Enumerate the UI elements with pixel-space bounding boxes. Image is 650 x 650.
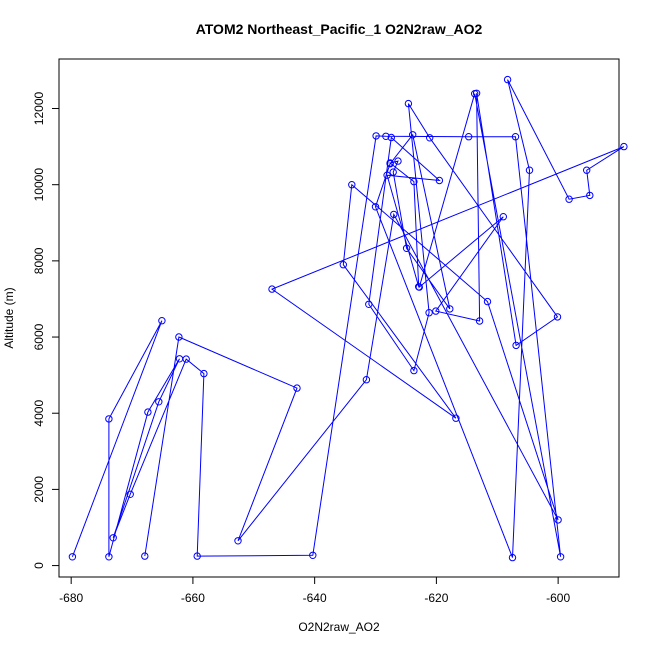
- data-point: [371, 203, 380, 211]
- data-point: [620, 142, 628, 151]
- x-tick-label: -660: [181, 591, 205, 605]
- y-tick-label: 8000: [32, 247, 46, 274]
- data-point: [68, 553, 77, 561]
- data-point: [182, 355, 190, 363]
- data-point: [499, 213, 507, 221]
- series-line: [71, 79, 625, 558]
- data-point: [503, 75, 512, 84]
- data-point: [126, 490, 134, 498]
- x-axis-label: O2N2raw_AO2: [298, 620, 380, 634]
- data-point: [268, 285, 276, 293]
- y-tick-label: 10000: [32, 168, 46, 202]
- data-point: [475, 317, 484, 325]
- data-point: [426, 134, 434, 142]
- data-point: [432, 307, 440, 315]
- x-tick-label: -640: [303, 591, 327, 605]
- data-point: [382, 132, 390, 141]
- data-point: [409, 131, 417, 139]
- y-axis: 0 2000 4000 6000 8000 10000 12000: [32, 92, 60, 569]
- y-tick-label: 0: [32, 562, 46, 569]
- x-tick-label: -680: [59, 591, 83, 605]
- y-tick-label: 2000: [32, 476, 46, 503]
- data-point: [446, 305, 454, 313]
- data-point: [472, 89, 481, 98]
- data-point: [465, 133, 473, 141]
- data-point: [309, 551, 317, 559]
- data-point: [415, 283, 423, 291]
- data-point: [155, 398, 163, 406]
- data-point: [553, 313, 562, 321]
- data-point: [512, 341, 520, 350]
- data-point: [525, 166, 534, 174]
- data-point: [394, 157, 402, 165]
- data-point: [386, 160, 394, 168]
- data-point: [452, 414, 460, 422]
- data-point: [339, 261, 347, 269]
- data-point: [387, 133, 395, 142]
- data-point: [583, 166, 591, 174]
- data-point: [372, 132, 380, 140]
- data-point: [410, 177, 418, 186]
- y-axis-label: Altitude (m): [2, 287, 16, 348]
- data-point: [383, 171, 391, 179]
- data-point: [554, 516, 562, 524]
- data-point: [389, 168, 397, 176]
- y-tick-label: 4000: [32, 400, 46, 427]
- data-point: [402, 244, 411, 253]
- x-tick-label: -600: [546, 591, 570, 605]
- data-point: [158, 317, 166, 325]
- chart-title: ATOM2 Northeast_Pacific_1 O2N2raw_AO2: [196, 21, 483, 37]
- y-tick-label: 6000: [32, 323, 46, 350]
- data-point: [565, 195, 573, 203]
- data-point: [425, 309, 433, 317]
- data-point: [348, 181, 356, 189]
- data-point: [234, 537, 242, 545]
- data-point: [435, 176, 444, 185]
- data-point: [144, 408, 152, 416]
- data-point: [483, 297, 492, 306]
- data-point: [365, 300, 373, 308]
- data-point: [362, 376, 371, 384]
- data-point: [390, 210, 398, 219]
- data-point: [175, 333, 183, 341]
- y-tick-label: 12000: [32, 92, 46, 126]
- x-tick-label: -620: [424, 591, 448, 605]
- data-point: [508, 553, 517, 562]
- data-point: [404, 99, 413, 108]
- data-point: [193, 552, 201, 560]
- data-point: [141, 552, 149, 560]
- x-axis: -680 -660 -640 -620 -600: [59, 576, 570, 605]
- data-point: [200, 369, 208, 378]
- data-point: [410, 366, 418, 375]
- data-point: [105, 553, 113, 561]
- data-point: [293, 384, 301, 392]
- data-point: [105, 415, 113, 423]
- data-point: [586, 191, 594, 200]
- data-point: [556, 553, 565, 561]
- plot-area: [68, 75, 628, 562]
- data-point: [511, 133, 520, 141]
- data-point: [109, 534, 117, 542]
